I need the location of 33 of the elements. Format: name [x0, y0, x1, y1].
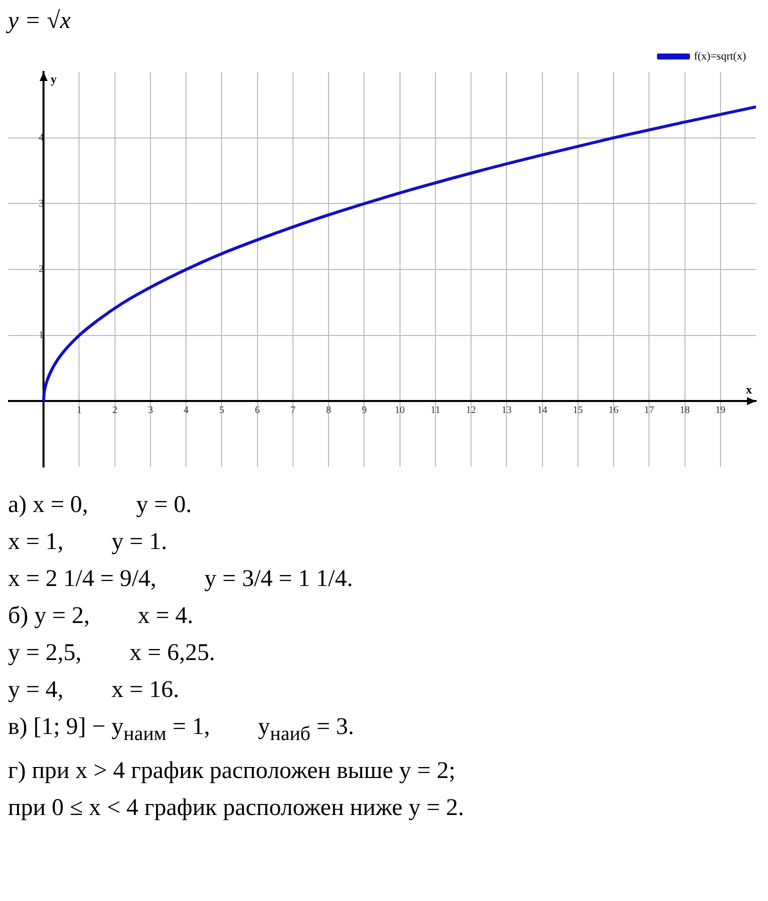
x-tick-label: 18	[680, 404, 690, 416]
x-tick-label: 15	[572, 404, 583, 416]
x-tick-label: 9	[362, 404, 367, 416]
x-axis-title: x	[746, 382, 752, 396]
legend-label: f(x)=sqrt(x)	[694, 50, 746, 62]
x-tick-label: 7	[290, 404, 296, 416]
x-tick-label: 4	[184, 404, 189, 416]
text: в) [1; 9] − y$_{наим}$ = 1, y$_{наиб}$ = 3.	[8, 713, 356, 747]
text: y = 4, x = 16.	[8, 676, 180, 705]
x-tick-label: 8	[326, 404, 332, 416]
x-tick-label: 19	[715, 404, 726, 416]
text: г) при x > 4 график расположен выше y = 2;	[8, 756, 456, 786]
x-tick-label: 16	[608, 404, 619, 416]
x-tick-label: 5	[219, 404, 224, 416]
y-axis-title: y	[50, 72, 57, 86]
x-tick-label: 3	[148, 404, 153, 416]
x-tick-label: 17	[644, 404, 654, 416]
x-tick-label: 1	[76, 404, 82, 416]
text: x = 2 1/4 = 9/4, y = 3/4 = 1 1/4.	[8, 565, 354, 594]
x-tick-label: 11	[430, 404, 440, 416]
line-series	[42, 105, 756, 403]
x-tick-label: 6	[254, 404, 260, 416]
text: y = 2,5, x = 6,25.	[8, 639, 216, 668]
text: при 0 ≤ x < 4 график расположен ниже y = 2.	[8, 794, 466, 823]
text: б) y = 2, x = 4.	[8, 602, 194, 631]
x-tick-label: 14	[537, 404, 548, 416]
chart-title: y = √x	[8, 8, 72, 35]
text: а) x = 0, y = 0.	[8, 491, 193, 520]
x-tick-label: 13	[502, 404, 512, 416]
text: x = 1, y = 1.	[8, 528, 168, 557]
x-tick-label: 12	[466, 404, 476, 416]
x-tick-label: 2	[112, 404, 118, 416]
x-tick-label: 10	[394, 404, 405, 416]
